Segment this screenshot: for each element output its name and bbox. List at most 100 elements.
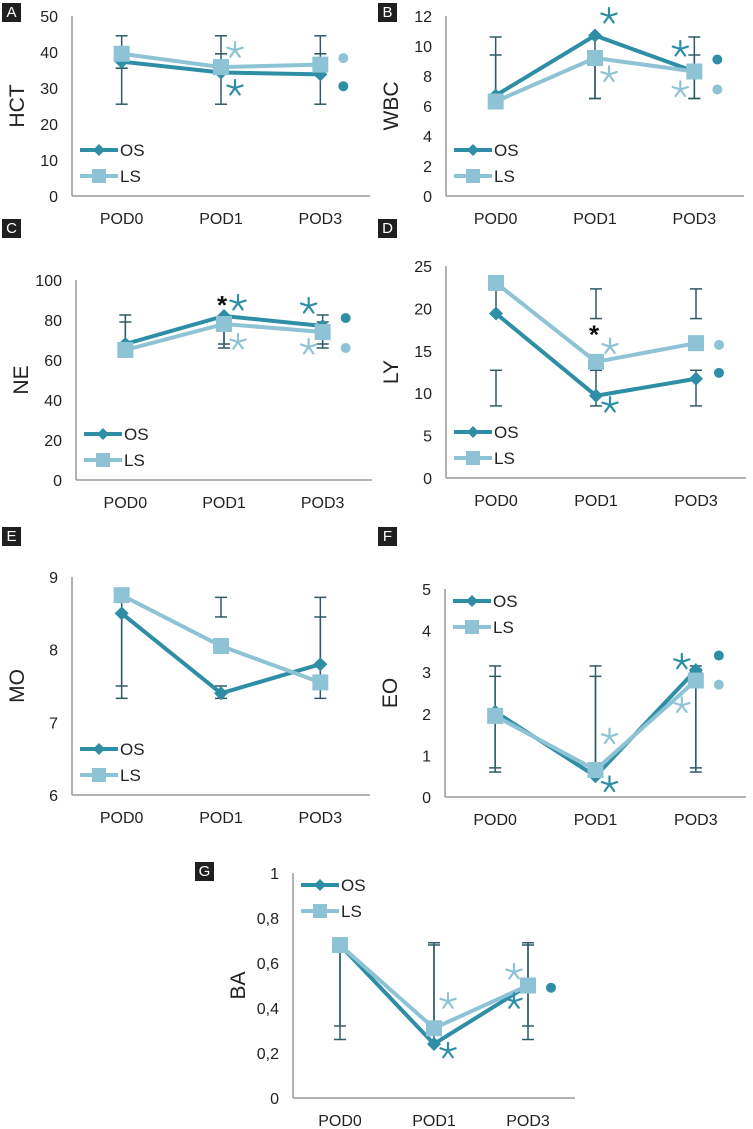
x-tick-label: POD3 xyxy=(674,812,718,829)
legend-item-ls: LS xyxy=(301,902,362,921)
data-point-os xyxy=(588,28,602,43)
y-tick-label: 0 xyxy=(423,189,432,206)
chart-mo: 6 7 8 9 POD0 POD1 POD3 MO OS LS xyxy=(6,570,370,827)
significance-star xyxy=(673,696,691,714)
legend-label: LS xyxy=(494,167,515,186)
legend-marker-square xyxy=(466,451,480,465)
legend-marker-diamond xyxy=(93,743,105,755)
y-tick-label: 1 xyxy=(422,748,431,765)
significance-dot xyxy=(712,84,723,95)
x-tick-label: POD1 xyxy=(573,211,617,228)
legend-item-ls: LS xyxy=(453,618,514,637)
x-tick-label: POD0 xyxy=(104,495,148,512)
data-point-ls xyxy=(216,316,232,332)
y-tick-label: 20 xyxy=(40,117,58,134)
x-tick-label: POD0 xyxy=(100,211,144,228)
y-axis-label: EO xyxy=(379,678,402,708)
data-point-os xyxy=(489,306,503,321)
data-point-ls xyxy=(487,707,504,724)
data-point-ls xyxy=(312,674,329,691)
significance-star xyxy=(601,395,619,413)
x-tick-label: POD0 xyxy=(318,1113,362,1129)
y-tick-label: 20 xyxy=(414,301,432,318)
significance-star xyxy=(505,992,523,1009)
legend-label: OS xyxy=(120,141,145,160)
y-axis-label: WBC xyxy=(380,82,403,131)
significance-star xyxy=(226,78,244,96)
legend-label: LS xyxy=(494,449,515,468)
x-tick-label: POD3 xyxy=(299,810,343,827)
data-point-ls xyxy=(488,274,504,291)
y-tick-label: 7 xyxy=(49,715,58,732)
significance-dot xyxy=(712,54,723,65)
legend-marker-square xyxy=(466,169,480,183)
legend-item-os: OS xyxy=(454,141,519,160)
y-tick-label: 0,6 xyxy=(257,956,279,973)
panel-e: E 6 7 8 9 POD0 POD1 POD3 MO OS LS xyxy=(0,525,376,827)
y-tick-label: 0 xyxy=(270,1091,279,1108)
significance-dot xyxy=(338,81,349,92)
legend-marker-diamond xyxy=(314,879,326,891)
y-tick-label: 10 xyxy=(40,153,58,170)
legend-label: OS xyxy=(120,740,145,759)
y-axis-label: NE xyxy=(10,365,33,394)
data-point-ls xyxy=(113,587,130,604)
significance-star xyxy=(673,652,691,670)
chart-wbc: 0 2 4 6 8 10 12 POD0 POD1 POD3 WBC OS LS xyxy=(380,6,744,228)
significance-dot xyxy=(714,339,724,350)
y-tick-label: 8 xyxy=(423,69,432,86)
significance-star xyxy=(600,727,619,745)
significance-star xyxy=(600,6,618,24)
panel-c: C 0 20 40 60 80 100 POD0 POD1 POD3 NE * OS LS xyxy=(0,215,376,515)
legend-item-os: OS xyxy=(301,876,366,895)
legend-item-ls: LS xyxy=(80,167,141,186)
data-point-ls xyxy=(426,1020,442,1037)
chart-hct: 0 10 20 30 40 50 POD0 POD1 POD3 HCT OS LS xyxy=(6,9,370,228)
y-tick-label: 0,8 xyxy=(257,911,279,928)
y-tick-label: 0,4 xyxy=(257,1001,279,1018)
significance-asterisk: * xyxy=(589,320,600,350)
data-point-ls xyxy=(686,63,703,80)
legend-item-os: OS xyxy=(84,425,149,444)
panel-a: A 0 10 20 30 40 50 POD0 POD1 POD3 HCT OS LS xyxy=(0,0,376,228)
data-point-ls xyxy=(588,353,604,370)
y-tick-label: 9 xyxy=(49,570,58,587)
legend-item-os: OS xyxy=(453,592,518,611)
x-tick-label: POD1 xyxy=(199,211,243,228)
legend-label: OS xyxy=(494,141,519,160)
significance-dot xyxy=(714,367,724,378)
data-point-ls xyxy=(487,93,504,110)
panel-label: F xyxy=(378,527,397,546)
y-tick-label: 8 xyxy=(49,643,58,660)
significance-star xyxy=(226,41,244,58)
legend-marker-square xyxy=(313,904,327,918)
panel-d: D 0 5 10 15 20 25 POD0 POD1 POD3 LY * OS LS xyxy=(376,215,753,515)
x-tick-label: POD0 xyxy=(474,493,518,510)
data-point-ls xyxy=(213,638,229,655)
data-point-ls xyxy=(312,56,329,73)
significance-star xyxy=(299,296,318,314)
legend-label: LS xyxy=(493,618,514,637)
legend-label: OS xyxy=(341,876,366,895)
y-axis-label: LY xyxy=(380,360,403,384)
significance-star xyxy=(505,962,523,980)
y-tick-label: 2 xyxy=(422,707,431,724)
y-axis-label: MO xyxy=(6,669,29,703)
significance-star xyxy=(229,293,247,311)
data-point-ls xyxy=(587,50,603,66)
x-tick-label: POD1 xyxy=(412,1113,456,1129)
legend-label: OS xyxy=(494,423,519,442)
x-tick-label: POD3 xyxy=(299,211,343,228)
significance-dot xyxy=(713,650,724,661)
y-tick-label: 0,2 xyxy=(257,1046,279,1063)
y-tick-label: 30 xyxy=(40,81,58,98)
y-tick-label: 4 xyxy=(423,129,432,146)
data-point-os xyxy=(589,388,603,403)
panel-g: G 0 0,2 0,4 0,6 0,8 1 POD0 POD1 POD3 BA OS LS xyxy=(180,840,580,1129)
y-tick-label: 0 xyxy=(423,471,432,488)
panel-label: B xyxy=(378,3,397,22)
legend-item-os: OS xyxy=(454,423,519,442)
y-tick-label: 0 xyxy=(422,790,431,807)
legend-item-ls: LS xyxy=(80,766,141,785)
legend-label: LS xyxy=(124,451,145,470)
